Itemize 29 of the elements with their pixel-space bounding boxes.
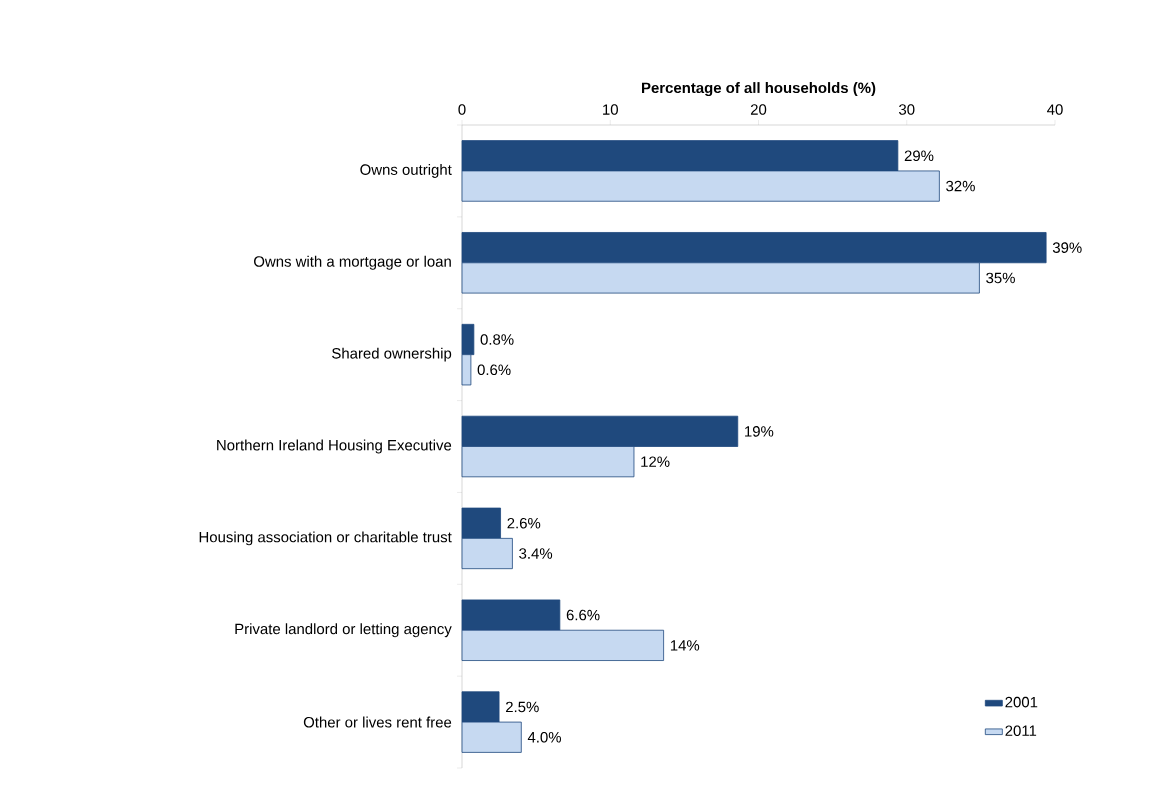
y-tick-label: Other or lives rent free	[303, 716, 452, 728]
legend-label: 2001	[1005, 696, 1038, 708]
y-tick-label: Housing association or charitable trust	[199, 531, 452, 546]
data-label: 39%	[1052, 242, 1082, 253]
data-label: 0.8%	[480, 334, 514, 345]
y-tick-label: Owns outright	[360, 163, 452, 178]
legend-label: 2011	[1005, 725, 1037, 737]
y-tick-label: Private landlord or letting agency	[235, 623, 452, 638]
data-label: 3.4%	[519, 548, 553, 559]
x-tick-label: 20	[750, 104, 767, 115]
data-label: 2.6%	[507, 517, 541, 529]
data-label: 32%	[946, 180, 975, 192]
data-label: 6.6%	[566, 609, 600, 621]
data-label: 0.6%	[477, 364, 511, 376]
y-tick-label: Shared ownership	[332, 347, 452, 362]
x-tick-label: 10	[603, 104, 618, 115]
y-tick-label: Owns with a mortgage or loan	[254, 255, 451, 270]
data-label: 2.5%	[505, 701, 539, 713]
data-label: 14%	[670, 640, 700, 651]
data-label: 4.0%	[527, 731, 561, 743]
x-tick-label: 40	[1047, 104, 1063, 115]
x-tick-label: 0	[458, 104, 466, 115]
data-label: 12%	[641, 456, 670, 467]
data-label: 19%	[745, 426, 774, 437]
data-label: 29%	[904, 150, 934, 162]
y-tick-label: Northern Ireland Housing Executive	[217, 439, 452, 454]
x-tick-label: 30	[899, 104, 915, 115]
data-label: 35%	[986, 272, 1015, 284]
x-axis-title: Percentage of all households (%)	[642, 82, 876, 97]
